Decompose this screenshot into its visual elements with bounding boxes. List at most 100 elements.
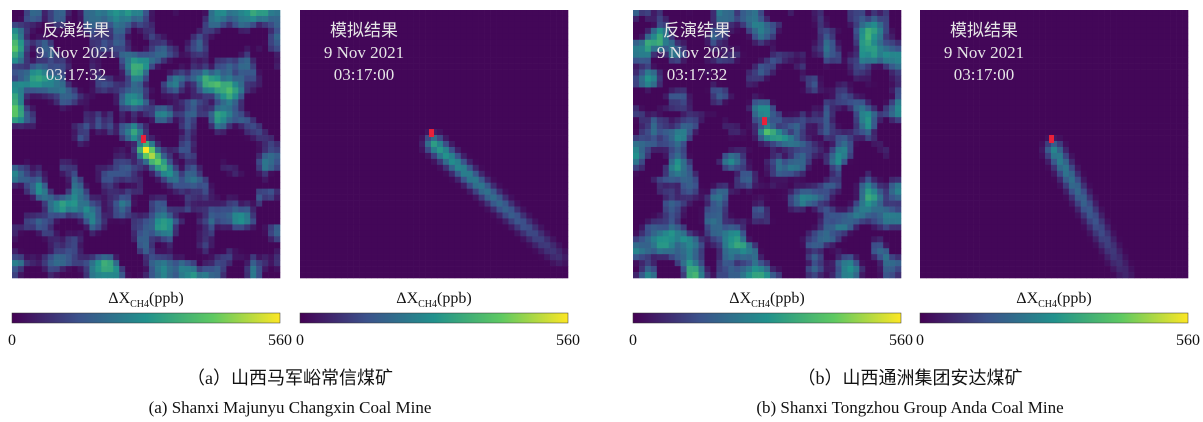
pixel — [89, 212, 95, 218]
pixel — [413, 171, 419, 177]
pixel — [479, 58, 485, 64]
pixel — [407, 147, 413, 153]
pixel — [740, 40, 746, 46]
pixel — [556, 212, 562, 218]
pixel — [312, 218, 318, 224]
pixel — [383, 87, 389, 93]
pixel — [167, 195, 173, 201]
pixel — [300, 165, 306, 171]
pixel — [143, 248, 149, 254]
pixel — [491, 87, 497, 93]
pixel — [274, 129, 280, 135]
pixel — [841, 52, 847, 58]
pixel — [155, 195, 161, 201]
pixel — [776, 10, 782, 16]
pixel — [835, 16, 841, 22]
pixel — [12, 52, 18, 58]
pixel — [883, 34, 889, 40]
pixel — [268, 58, 274, 64]
pixel — [377, 123, 383, 129]
pixel — [895, 40, 901, 46]
pixel — [407, 28, 413, 34]
pixel — [330, 189, 336, 195]
pixel — [24, 272, 30, 278]
pixel — [60, 153, 66, 159]
pixel — [669, 111, 675, 117]
pixel — [371, 195, 377, 201]
pixel — [877, 28, 883, 34]
pixel — [238, 201, 244, 207]
pixel — [461, 87, 467, 93]
pixel — [125, 76, 131, 82]
pixel — [413, 135, 419, 141]
pixel — [12, 34, 18, 40]
pixel — [354, 212, 360, 218]
pixel — [131, 212, 137, 218]
pixel — [179, 10, 185, 16]
pixel — [473, 99, 479, 105]
pixel — [173, 117, 179, 123]
pixel — [143, 266, 149, 272]
pixel — [167, 117, 173, 123]
pixel — [395, 171, 401, 177]
pixel — [425, 207, 431, 213]
pixel — [262, 159, 268, 165]
pixel — [48, 242, 54, 248]
pixel — [244, 177, 250, 183]
pixel — [473, 135, 479, 141]
pixel — [24, 171, 30, 177]
pixel — [119, 58, 125, 64]
pixel — [173, 195, 179, 201]
pixel — [274, 123, 280, 129]
pixel — [830, 46, 836, 52]
pixel — [508, 177, 514, 183]
pixel — [197, 46, 203, 52]
pixel — [401, 195, 407, 201]
pixel — [532, 64, 538, 70]
pixel — [889, 105, 895, 111]
pixel — [125, 218, 131, 224]
pixel — [526, 70, 532, 76]
pixel — [155, 248, 161, 254]
pixel — [348, 10, 354, 16]
pixel — [360, 135, 366, 141]
pixel — [324, 224, 330, 230]
pixel — [191, 195, 197, 201]
pixel — [185, 195, 191, 201]
pixel — [95, 99, 101, 105]
pixel — [101, 87, 107, 93]
pixel — [54, 171, 60, 177]
pixel — [497, 87, 503, 93]
pixel — [383, 254, 389, 260]
pixel — [220, 153, 226, 159]
pixel — [209, 99, 215, 105]
pixel — [354, 207, 360, 213]
pixel — [877, 16, 883, 22]
pixel — [220, 171, 226, 177]
pixel — [366, 129, 372, 135]
pixel — [78, 260, 84, 266]
pixel — [131, 46, 137, 52]
pixel — [360, 272, 366, 278]
pixel — [514, 183, 520, 189]
pixel — [220, 195, 226, 201]
pixel — [514, 64, 520, 70]
pixel — [776, 46, 782, 52]
pixel — [24, 189, 30, 195]
pixel — [514, 248, 520, 254]
pixel — [877, 123, 883, 129]
pixel — [318, 254, 324, 260]
pixel — [300, 87, 306, 93]
pixel — [262, 105, 268, 111]
pixel — [18, 70, 24, 76]
pixel — [425, 40, 431, 46]
pixel — [502, 46, 508, 52]
pixel — [60, 147, 66, 153]
pixel — [532, 266, 538, 272]
pixel — [366, 135, 372, 141]
pixel — [479, 242, 485, 248]
pixel — [877, 58, 883, 64]
pixel — [889, 76, 895, 82]
pixel — [306, 22, 312, 28]
pixel — [161, 165, 167, 171]
